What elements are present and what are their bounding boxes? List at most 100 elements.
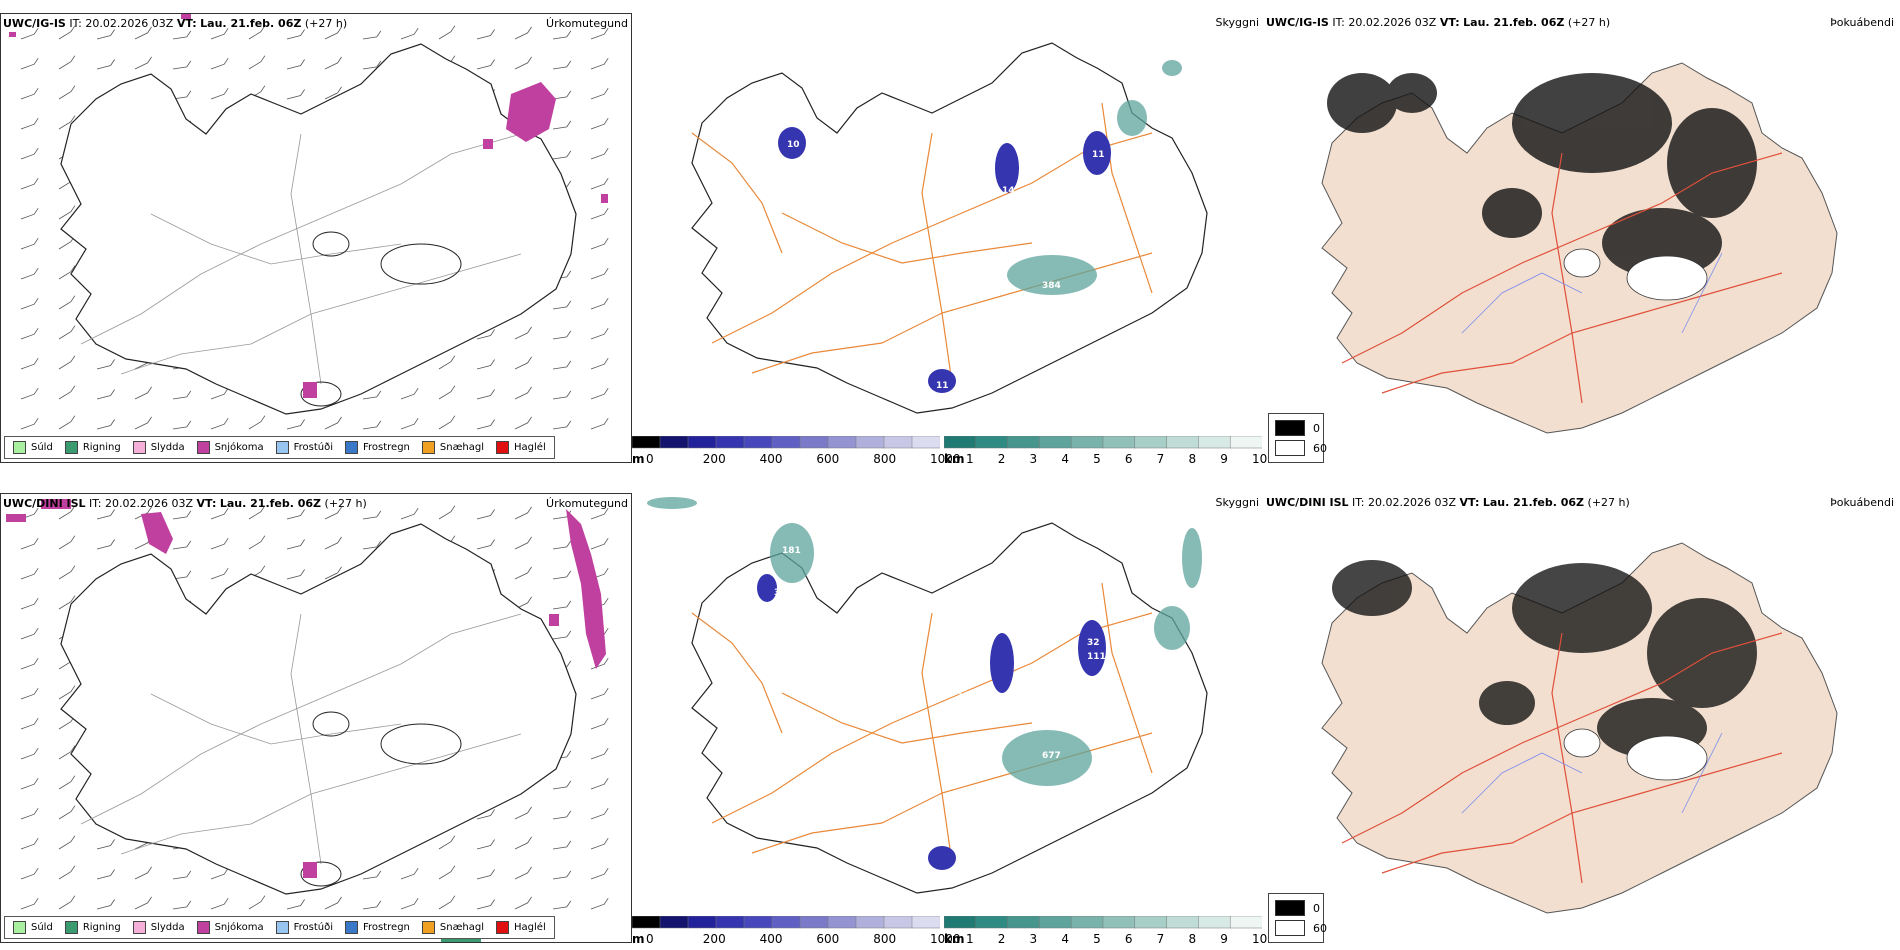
colorbar-step (943, 435, 977, 449)
legend-swatch (496, 921, 510, 934)
wind-barb (362, 540, 382, 550)
legend-swatch (421, 921, 435, 934)
panel-name: Úrkomutegund (546, 17, 628, 30)
legend-item: Frostregn (345, 441, 410, 454)
value-label: 18 (1000, 206, 1013, 216)
legend-swatch (196, 921, 210, 934)
wind-barb (476, 539, 495, 550)
legend-swatch (13, 441, 26, 454)
value-label: 60 (1092, 734, 1105, 744)
fog-index-legend: 0 60 (1268, 413, 1327, 463)
wind-barb (286, 569, 305, 580)
wind-barb (20, 357, 39, 370)
wind-barb (552, 60, 572, 70)
wind-barb (552, 420, 572, 430)
fog-index-panel-row1: UWC/IG-IS IT: 20.02.2026 03Z VT: Lau. 21… (1262, 13, 1900, 463)
value-label: 111 (1087, 652, 1106, 662)
colorbar-step (1007, 435, 1041, 449)
colorbar-step (943, 915, 977, 929)
wind-barb (324, 86, 342, 100)
wind-barb (20, 27, 39, 40)
wind-barb (590, 237, 609, 250)
legend-label: Frostúði (293, 442, 333, 453)
value-label: 11 (1092, 150, 1105, 160)
wind-barb (96, 899, 115, 910)
wind-barb (96, 869, 115, 880)
legend-swatch (496, 441, 510, 454)
wind-barb (590, 207, 609, 220)
rivers (1461, 732, 1723, 814)
colorbar-step (1039, 915, 1072, 929)
iceland-outline (60, 43, 577, 415)
panel-name: Skyggni (1215, 496, 1259, 509)
wind-barb (96, 839, 115, 850)
wind-barb (590, 717, 609, 730)
wind-barb (590, 807, 609, 820)
legend-swatch (345, 921, 358, 934)
legend-swatch (275, 921, 289, 934)
wind-barb (514, 836, 532, 850)
wind-barb (58, 325, 76, 340)
wind-barb (96, 359, 115, 370)
value-label: 38 (774, 588, 787, 598)
colorbar-step (1102, 435, 1136, 449)
wind-barb (552, 810, 572, 820)
wind-barb (20, 417, 39, 430)
colorbar-step (1229, 435, 1263, 449)
colorbar-tick: 0 (646, 452, 654, 466)
legend-swatch (196, 441, 210, 454)
wind-barb (476, 509, 495, 520)
value-label: 16 (957, 691, 970, 701)
model-name: UWC/DINI ISL (3, 497, 86, 510)
colorbar-step (1039, 435, 1072, 449)
wind-barb (172, 90, 192, 100)
wind-barb (438, 385, 456, 400)
colorbar-step (911, 435, 941, 449)
wind-barb (590, 177, 609, 190)
value-label: 10 (802, 601, 815, 611)
panel-name: Úrkomutegund (546, 497, 628, 510)
wind-barb (20, 567, 39, 580)
fog-swatch-high (1275, 920, 1305, 936)
colorbar-step (743, 915, 773, 929)
panel-name: Þokuábendi (1830, 496, 1894, 509)
legend-label: Súld (31, 442, 53, 453)
value-label: 138 (1100, 721, 1119, 731)
wind-barb (590, 117, 609, 130)
colorbar-tick: 600 (816, 452, 840, 466)
value-label: 677 (1042, 751, 1061, 761)
wind-barb (590, 327, 609, 340)
wind-barb (20, 147, 39, 160)
colorbar-step (687, 915, 717, 929)
value-label: 11 (936, 381, 949, 391)
wind-barb (248, 895, 266, 910)
wind-barb (172, 60, 192, 70)
wind-barb (20, 717, 39, 730)
colorbar-tick: 1 (966, 452, 974, 466)
colorbar-step (799, 435, 829, 449)
wind-barb (438, 865, 456, 880)
visibility-colorbar: km 1 2 3 4 5 6 7 8 9 10 (943, 435, 1267, 466)
value-labels: 181 38 10 32 111 16 138 60 677 2 (774, 546, 1170, 761)
wind-barb (514, 806, 532, 820)
wind-barb (286, 89, 305, 100)
legend-item: Haglél (496, 441, 546, 454)
colorbar-step (975, 435, 1009, 449)
wind-barb (514, 566, 532, 580)
legend-item: Slydda (132, 441, 185, 454)
wind-barb (20, 597, 39, 610)
wind-barb (134, 866, 152, 880)
wind-barb (210, 867, 229, 880)
legend-item: Frostregn (345, 921, 410, 934)
colorbar-tick: 4 (1061, 932, 1069, 946)
wind-barb (362, 390, 382, 400)
wind-barb (438, 505, 456, 520)
wind-barb (476, 389, 495, 400)
wind-barb (590, 27, 609, 40)
wind-barb (324, 416, 342, 430)
wind-barb (20, 867, 39, 880)
cloudbase-colorbar: m 0 200 400 600 800 1000 (631, 915, 961, 946)
wind-barb (476, 899, 495, 910)
wind-barb (514, 386, 532, 400)
colorbar-step (1134, 915, 1168, 929)
